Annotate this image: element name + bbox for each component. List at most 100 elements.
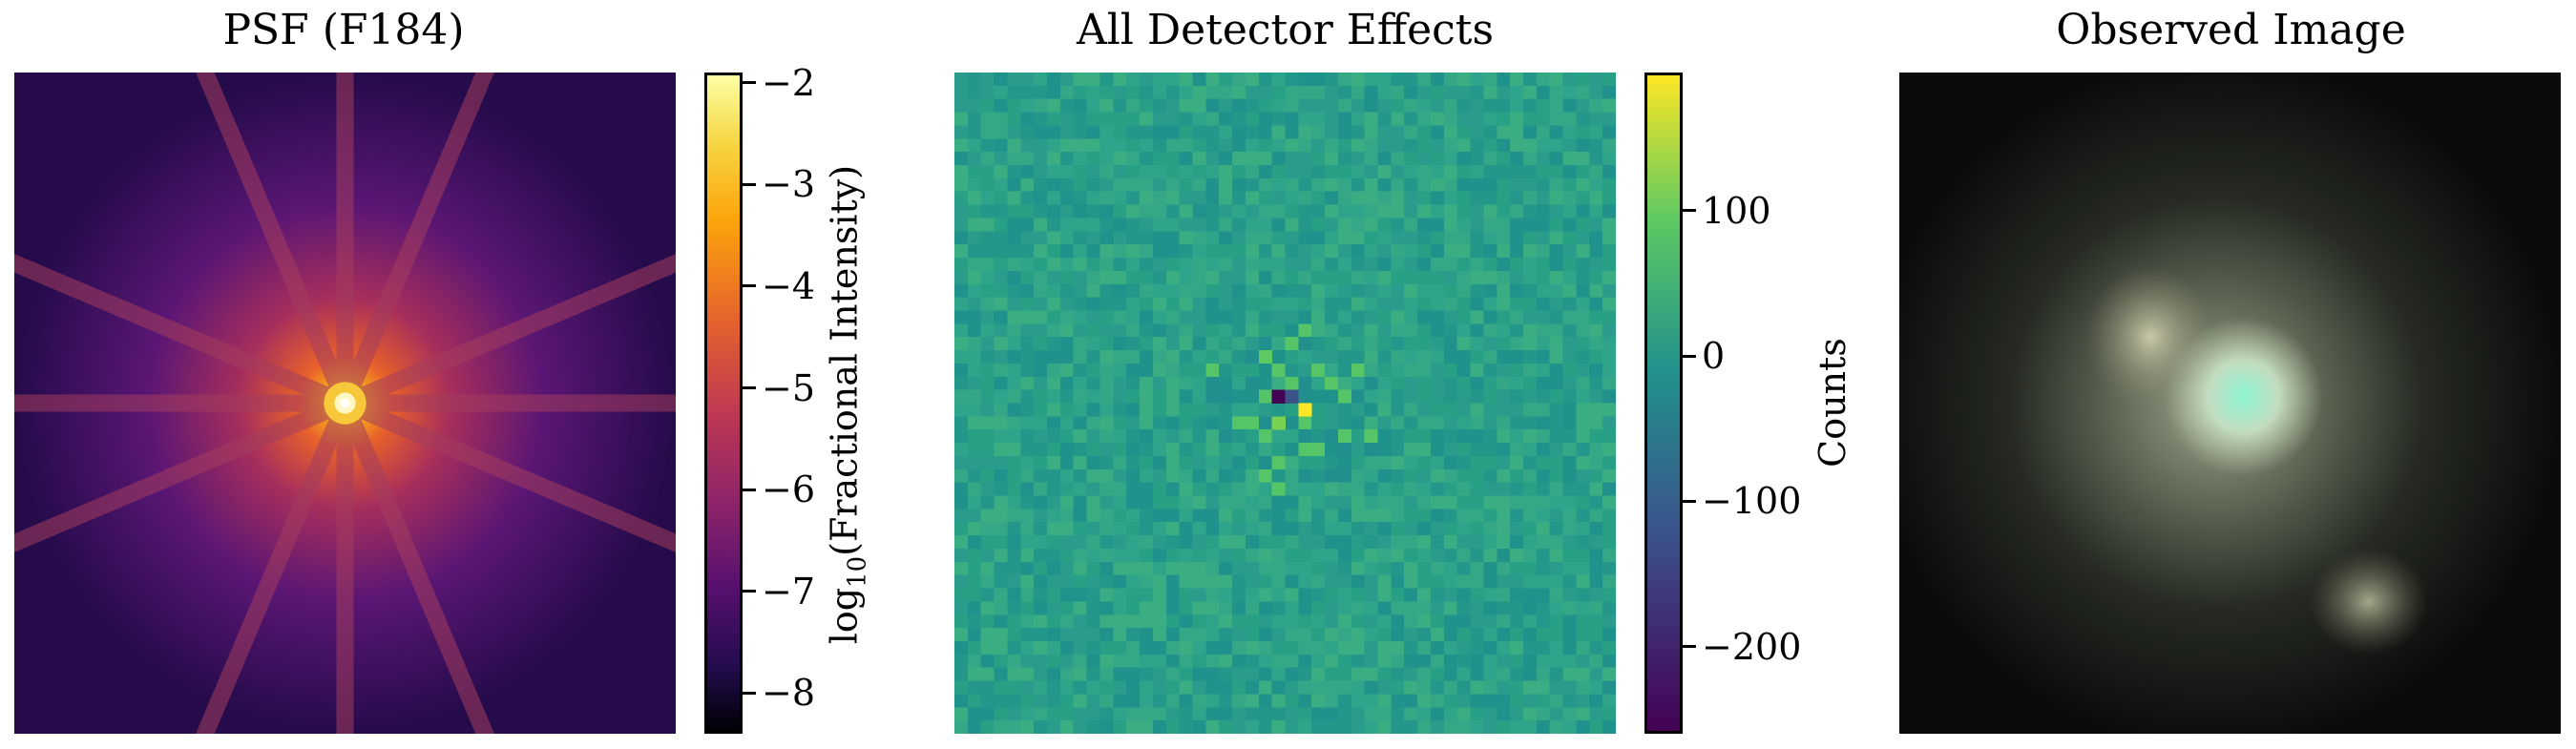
detector-pixel (1232, 443, 1246, 457)
detector-pixel (1059, 535, 1075, 550)
detector-pixel (1562, 509, 1577, 523)
detector-pixel (1589, 667, 1603, 681)
detector-pixel (954, 574, 969, 589)
detector-pixel (1007, 509, 1021, 523)
detector-pixel (1443, 694, 1457, 708)
detector-pixel (1443, 218, 1457, 232)
detector-pixel (1589, 535, 1603, 550)
detector-pixel (1325, 667, 1339, 681)
detector-pixel (1219, 495, 1233, 510)
detector-pixel (1219, 535, 1233, 550)
detector-pixel (1047, 270, 1061, 285)
detector-pixel (1232, 337, 1246, 351)
detector-pixel (1404, 376, 1418, 390)
detector-pixel (1007, 389, 1021, 404)
detector-pixel (1497, 244, 1511, 259)
detector-pixel (1549, 270, 1563, 285)
detector-pixel (1443, 85, 1457, 99)
detector-pixel (1020, 218, 1035, 232)
detector-pixel (1483, 376, 1497, 390)
detector-pixel (1483, 350, 1497, 364)
detector-pixel (1522, 258, 1538, 272)
detector-pixel (1364, 283, 1378, 298)
detector-pixel (1404, 468, 1418, 483)
detector-pixel (954, 125, 969, 139)
detector-pixel (1205, 258, 1220, 272)
detector-pixel (1126, 443, 1141, 457)
detector-pixel (1417, 601, 1432, 615)
detector-pixel (1152, 310, 1167, 324)
detector-pixel (1311, 588, 1326, 602)
detector-pixel (1047, 455, 1061, 470)
detector-pixel (1059, 258, 1075, 272)
detector-pixel (1047, 258, 1061, 272)
detector-pixel (1232, 482, 1246, 496)
detector-pixel (1337, 297, 1352, 311)
detector-pixel (1179, 231, 1193, 245)
detector-pixel (1576, 443, 1590, 457)
detector-pixel (1152, 588, 1167, 602)
detector-pixel (1417, 85, 1432, 99)
detector-pixel (1430, 323, 1445, 338)
detector-pixel (1219, 548, 1233, 563)
detector-pixel (1285, 297, 1299, 311)
detector-pixel (994, 522, 1008, 536)
detector-pixel (1497, 204, 1511, 218)
detector-pixel (1536, 455, 1550, 470)
detector-pixel (1562, 522, 1577, 536)
detector-pixel (1020, 535, 1035, 550)
detector-pixel (1245, 258, 1260, 272)
detector-pixel (1456, 614, 1471, 629)
detector-pixel (1456, 112, 1471, 126)
detector-pixel (1430, 73, 1445, 87)
detector-pixel (1430, 416, 1445, 430)
detector-pixel (1391, 535, 1405, 550)
detector-pixel (1549, 640, 1563, 655)
detector-pixel (1443, 707, 1457, 721)
detector-pixel (1113, 640, 1127, 655)
detector-pixel (967, 270, 981, 285)
detector-pixel (1443, 283, 1457, 298)
detector-pixel (1165, 244, 1180, 259)
detector-pixel (1522, 495, 1538, 510)
detector-pixel (1152, 443, 1167, 457)
detector-pixel (954, 337, 969, 351)
detector-pixel (1456, 720, 1471, 734)
detector-pixel (1549, 522, 1563, 536)
detector-pixel (1325, 337, 1339, 351)
detector-pixel (1562, 574, 1577, 589)
detector-pixel (1536, 468, 1550, 483)
detector-pixel (1443, 601, 1457, 615)
detector-pixel (1470, 468, 1484, 483)
detector-colorbar-tick-label: −100 (1702, 480, 1802, 523)
detector-pixel (1602, 443, 1616, 457)
detector-pixel (1298, 535, 1312, 550)
detector-pixel (994, 640, 1008, 655)
detector-pixel (1536, 654, 1550, 668)
detector-pixel (1047, 495, 1061, 510)
detector-pixel (1391, 482, 1405, 496)
detector-pixel (1377, 548, 1392, 563)
detector-pixel (1325, 376, 1339, 390)
detector-pixel (1192, 73, 1206, 87)
detector-pixel (980, 495, 995, 510)
detector-pixel (1232, 707, 1246, 721)
detector-pixel (1126, 191, 1141, 205)
detector-pixel (1430, 138, 1445, 153)
detector-pixel (967, 152, 981, 166)
detector-pixel (1047, 574, 1061, 589)
detector-pixel (1549, 707, 1563, 721)
detector-pixel (1404, 363, 1418, 378)
detector-pixel (994, 468, 1008, 483)
detector-pixel (1113, 468, 1127, 483)
detector-pixel (1456, 628, 1471, 642)
detector-pixel (1364, 337, 1378, 351)
detector-pixel (1483, 640, 1497, 655)
detector-pixel (1549, 297, 1563, 311)
detector-pixel (1165, 125, 1180, 139)
psf-title: PSF (F184) (222, 6, 465, 54)
detector-pixel (1391, 588, 1405, 602)
detector-pixel (1165, 389, 1180, 404)
detector-pixel (1086, 694, 1100, 708)
detector-pixel (1059, 707, 1075, 721)
